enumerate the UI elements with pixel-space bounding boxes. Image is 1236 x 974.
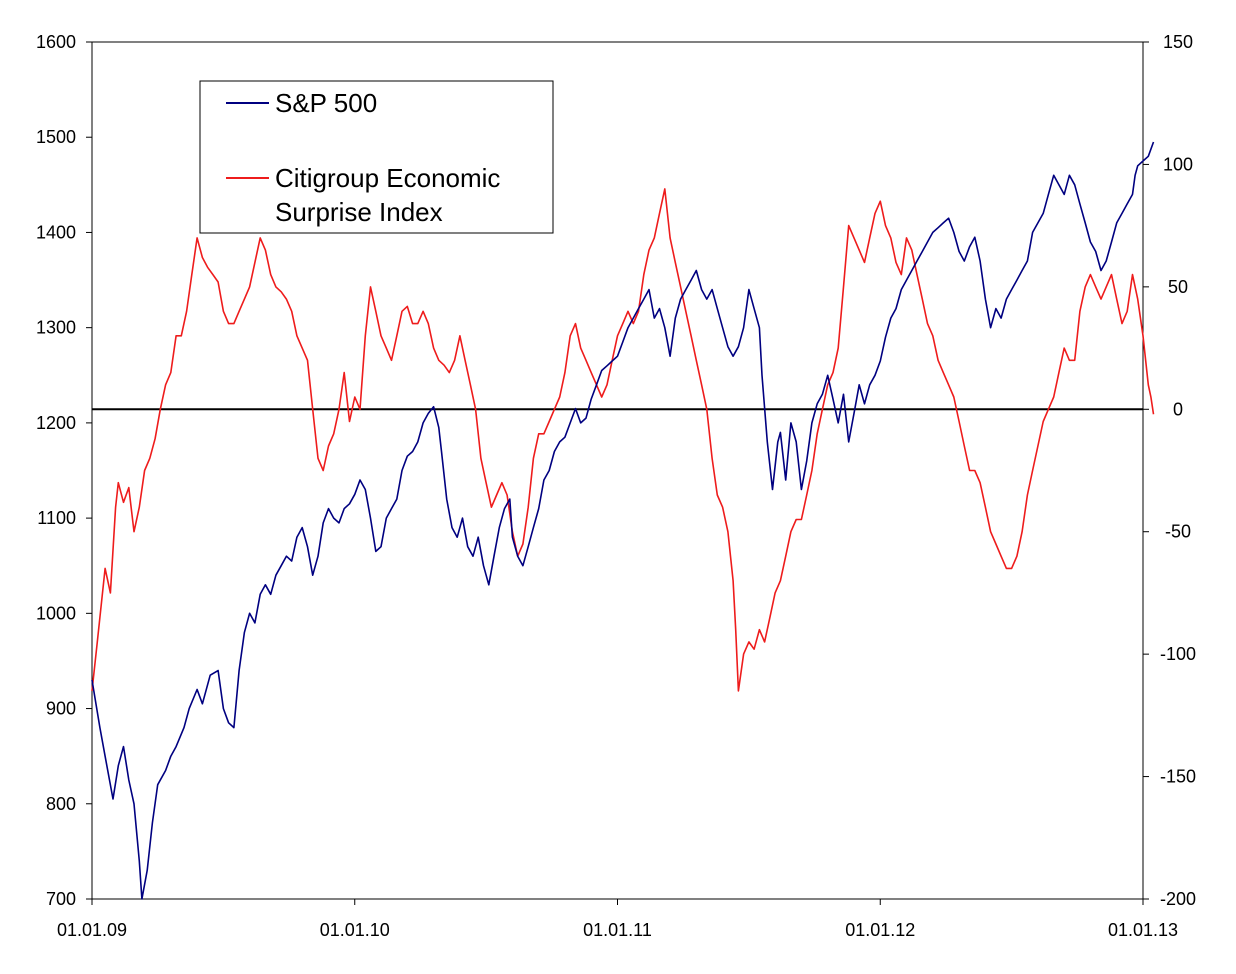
legend-label-citi-esi-line1: Citigroup Economic: [275, 163, 500, 193]
left-tick-label: 1300: [36, 318, 76, 338]
right-tick-label: 50: [1168, 277, 1188, 297]
left-tick-label: 1400: [36, 222, 76, 242]
left-tick-label: 1200: [36, 413, 76, 433]
x-tick-label: 01.01.09: [57, 920, 127, 940]
right-tick-label: -200: [1160, 889, 1196, 909]
left-tick-label: 700: [46, 889, 76, 909]
left-tick-label: 1100: [37, 508, 76, 528]
legend-box: [199, 80, 554, 234]
x-axis: 01.01.09 01.01.10 01.01.11 01.01.12 01.01.13: [57, 899, 1178, 940]
right-y-axis: -200 -150 -100 -50 0 50 100 150: [1143, 32, 1196, 909]
x-tick-label: 01.01.11: [583, 920, 652, 940]
left-tick-label: 800: [46, 794, 76, 814]
x-tick-label: 01.01.13: [1108, 920, 1178, 940]
right-tick-label: -50: [1165, 522, 1191, 542]
series-line-sp500: [91, 141, 1155, 900]
x-tick-label: 01.01.12: [845, 920, 915, 940]
left-tick-label: 900: [46, 699, 76, 719]
left-tick-label: 1500: [36, 127, 76, 147]
left-tick-label: 1000: [36, 603, 76, 623]
series-layer: [91, 141, 1155, 900]
right-tick-label: -100: [1160, 644, 1196, 664]
legend: S&P 500 Citigroup Economic Surprise Inde…: [199, 80, 554, 234]
legend-label-sp500: S&P 500: [275, 88, 377, 118]
series-line-citi-esi: [91, 188, 1155, 692]
right-tick-label: 0: [1173, 399, 1183, 419]
right-tick-label: 100: [1163, 154, 1193, 174]
right-tick-label: -150: [1160, 767, 1196, 787]
left-y-axis: 700 800 900 1000 1100 1200 1300 1400 1500 1600: [36, 32, 92, 909]
left-tick-label: 1600: [36, 32, 76, 52]
x-tick-label: 01.01.10: [320, 920, 390, 940]
right-tick-label: 150: [1163, 32, 1193, 52]
legend-label-citi-esi-line2: Surprise Index: [275, 197, 443, 227]
